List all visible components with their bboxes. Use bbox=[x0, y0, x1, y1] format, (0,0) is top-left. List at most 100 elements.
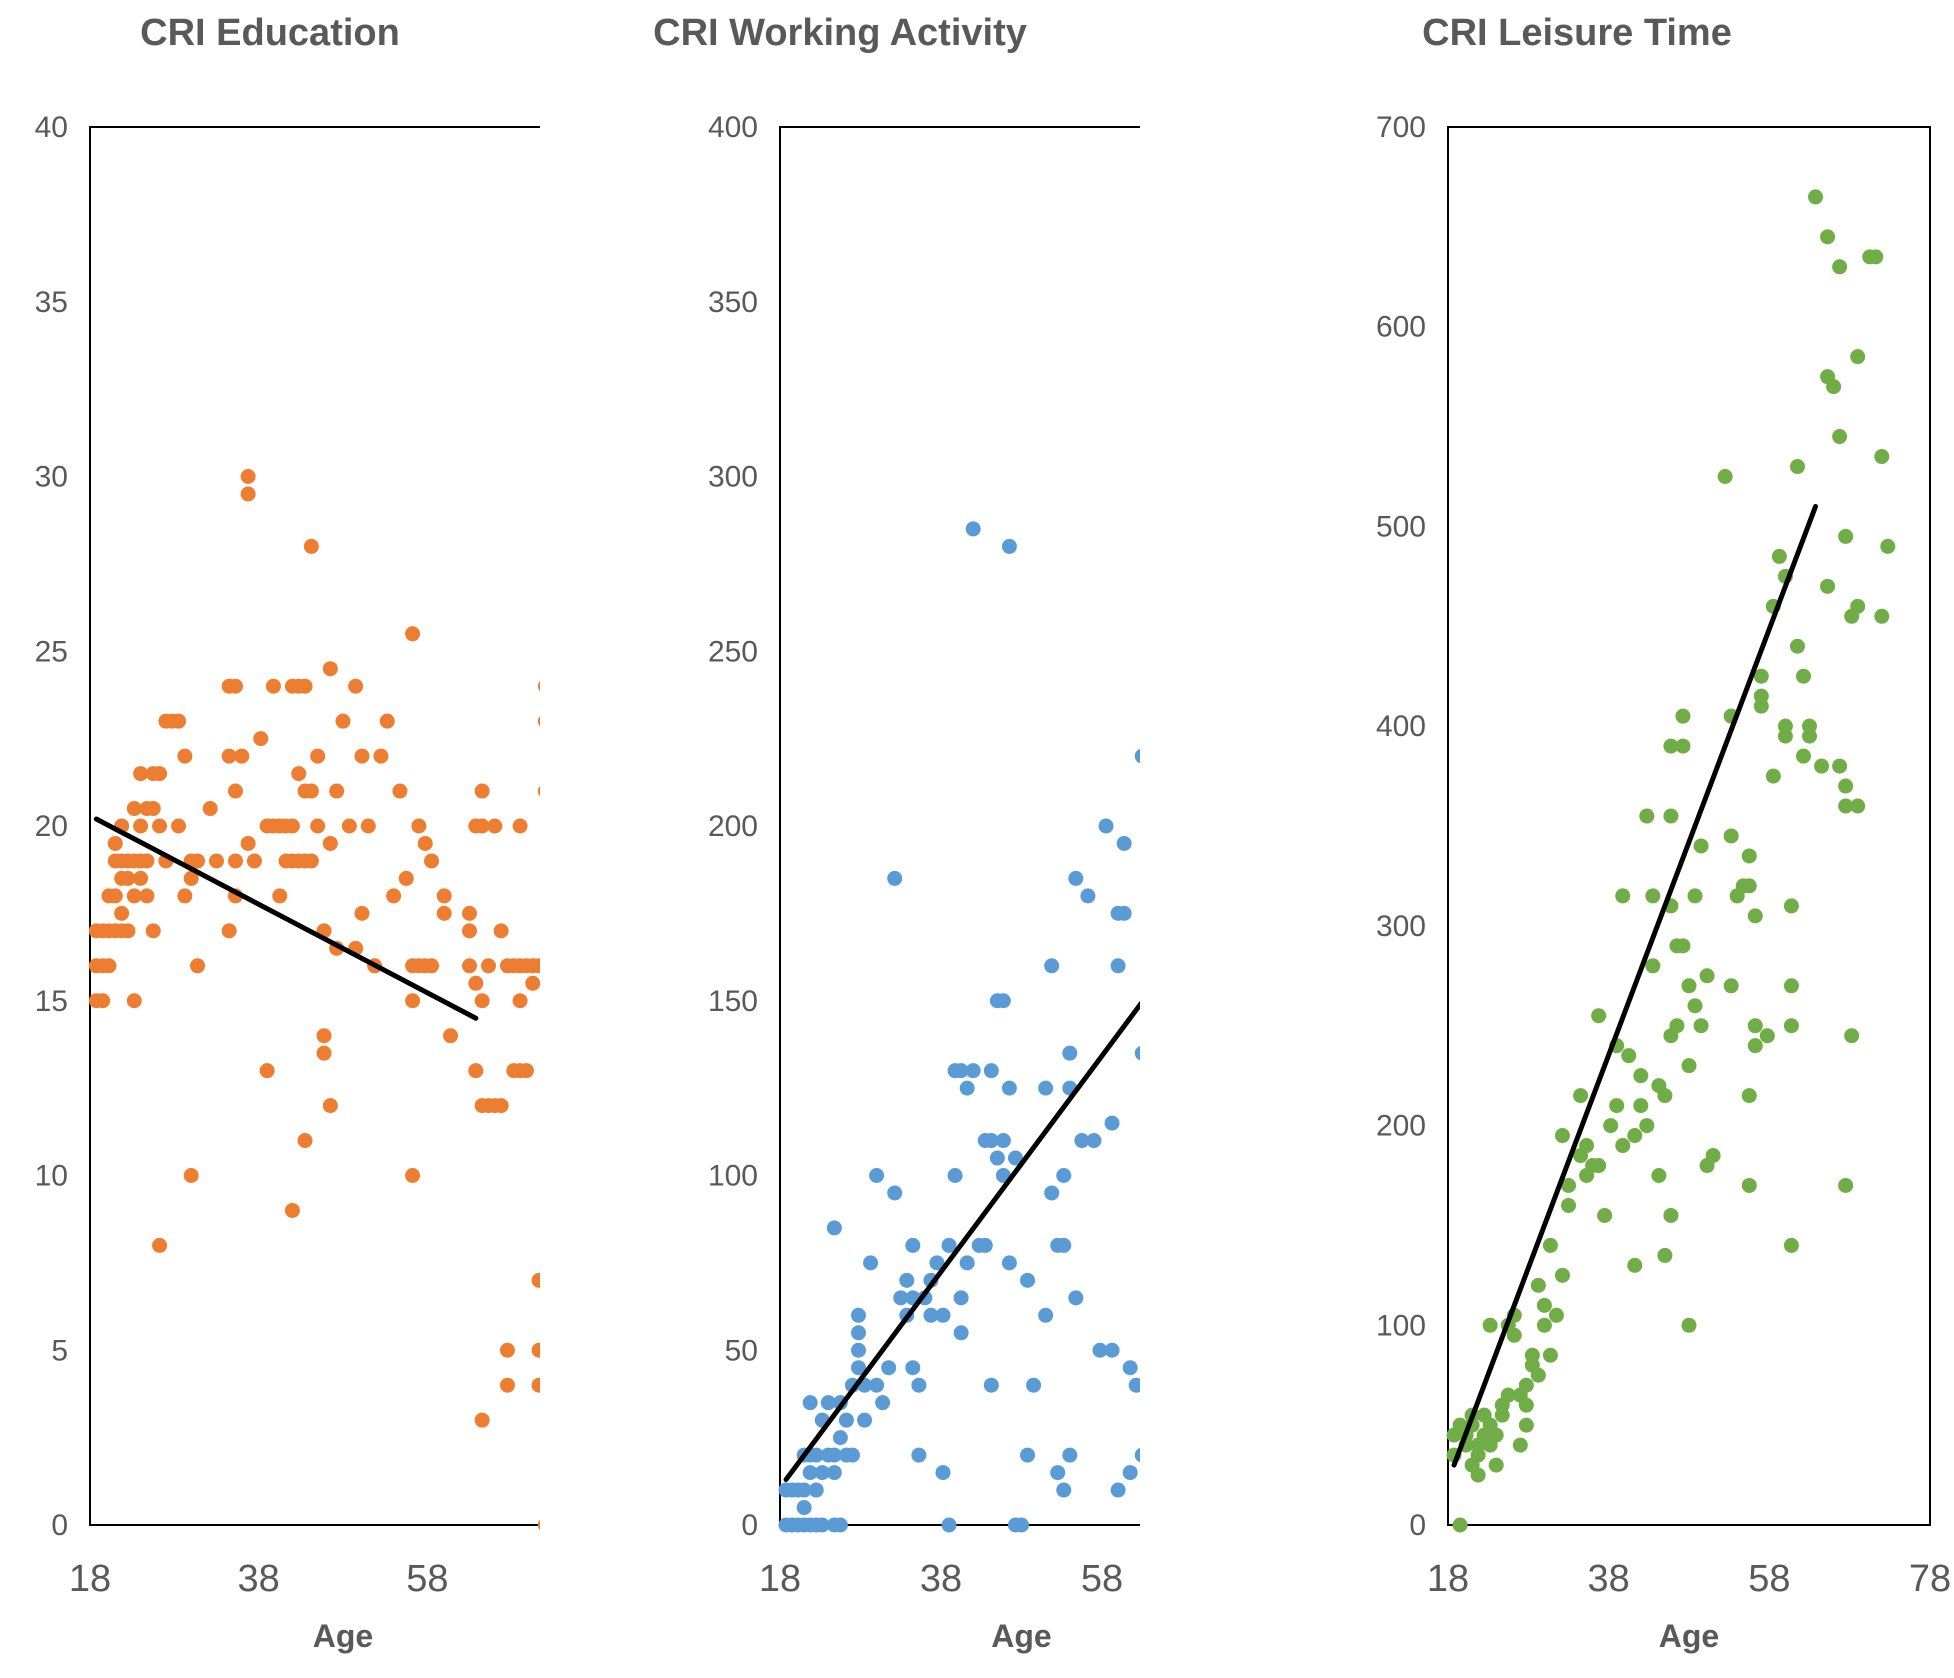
data-point bbox=[995, 1133, 1011, 1149]
data-point bbox=[1820, 578, 1836, 594]
data-point bbox=[1783, 898, 1799, 914]
data-point bbox=[1001, 538, 1017, 554]
data-point bbox=[1765, 768, 1781, 784]
data-point bbox=[1777, 718, 1793, 734]
data-point bbox=[221, 923, 237, 939]
data-point bbox=[190, 958, 206, 974]
data-point bbox=[1104, 1115, 1120, 1131]
data-point bbox=[1832, 259, 1848, 275]
data-point bbox=[386, 888, 402, 904]
y-tick-label: 300 bbox=[708, 461, 758, 494]
data-point bbox=[893, 1290, 909, 1306]
data-point bbox=[1838, 778, 1854, 794]
data-point bbox=[1669, 1018, 1685, 1034]
data-point bbox=[234, 748, 250, 764]
data-point bbox=[802, 1395, 818, 1411]
x-axis-label: Age bbox=[1659, 1618, 1719, 1654]
data-point bbox=[850, 1307, 866, 1323]
data-point bbox=[1850, 598, 1866, 614]
data-point bbox=[1627, 1128, 1643, 1144]
data-point bbox=[493, 1098, 509, 1114]
data-point bbox=[531, 1377, 540, 1393]
data-point bbox=[101, 958, 117, 974]
data-point bbox=[322, 835, 338, 851]
chart-panel-education: CRI Education 051015202530354018385878Ag… bbox=[0, 0, 540, 1678]
data-point bbox=[1068, 870, 1084, 886]
y-tick-label: 40 bbox=[35, 111, 68, 144]
data-point bbox=[1044, 958, 1060, 974]
data-point bbox=[474, 783, 490, 799]
data-point bbox=[1802, 728, 1817, 744]
data-point bbox=[1639, 808, 1655, 824]
y-tick-label: 20 bbox=[35, 810, 68, 843]
data-point bbox=[1134, 1447, 1140, 1463]
data-point bbox=[1645, 888, 1661, 904]
data-point bbox=[183, 1168, 199, 1183]
data-point bbox=[1512, 1437, 1528, 1453]
y-tick-label: 400 bbox=[708, 111, 758, 144]
data-point bbox=[947, 1168, 963, 1183]
data-point bbox=[265, 678, 281, 694]
chart-title-working-activity: CRI Working Activity bbox=[653, 12, 1027, 54]
data-point bbox=[953, 1325, 969, 1341]
y-tick-label: 50 bbox=[725, 1334, 758, 1367]
data-point bbox=[989, 1150, 1005, 1166]
data-point bbox=[1122, 1360, 1138, 1376]
data-point bbox=[1753, 698, 1769, 714]
data-point bbox=[1116, 835, 1132, 851]
data-point bbox=[493, 923, 509, 939]
data-point bbox=[965, 521, 981, 537]
x-tick-label: 38 bbox=[920, 1558, 962, 1600]
data-point bbox=[1561, 1177, 1576, 1193]
data-point bbox=[133, 766, 149, 782]
plot-area-frame bbox=[89, 126, 540, 1526]
chart-leisure-time: 0 100 200 300 400 500 600 700 18 38 58 78 Age bbox=[1376, 111, 1951, 1654]
data-point bbox=[1633, 1098, 1649, 1114]
data-point bbox=[411, 818, 427, 834]
data-point bbox=[474, 818, 490, 834]
data-point bbox=[1826, 379, 1842, 395]
y-tick-label: 300 bbox=[1376, 910, 1426, 943]
data-point bbox=[1536, 1317, 1552, 1333]
data-point bbox=[1747, 1038, 1763, 1054]
data-point bbox=[953, 1290, 969, 1306]
data-point bbox=[1723, 828, 1739, 844]
trendline bbox=[93, 816, 479, 1021]
x-tick-label: 18 bbox=[69, 1558, 111, 1600]
data-point bbox=[1554, 1128, 1570, 1144]
data-point bbox=[1874, 449, 1890, 465]
data-point bbox=[1542, 1347, 1558, 1363]
data-point bbox=[911, 1447, 927, 1463]
data-point bbox=[905, 1360, 921, 1376]
data-point bbox=[468, 975, 484, 991]
data-point bbox=[537, 960, 540, 972]
y-tick-label: 150 bbox=[708, 985, 758, 1018]
data-point bbox=[875, 1395, 891, 1411]
y-tick-label: 25 bbox=[35, 635, 68, 668]
plot-area-frame bbox=[779, 126, 1140, 1526]
data-point bbox=[227, 783, 243, 799]
y-tick-label: 200 bbox=[708, 810, 758, 843]
chart-panel-leisure-time: CRI Leisure Time 0 100 200 300 400 500 600 700 1… bbox=[1200, 0, 1954, 1678]
data-point bbox=[499, 1342, 515, 1358]
data-point bbox=[1693, 1018, 1709, 1034]
data-point bbox=[1651, 1168, 1667, 1183]
data-point bbox=[221, 748, 237, 764]
data-point bbox=[826, 1220, 842, 1236]
data-point bbox=[1681, 1058, 1697, 1074]
data-point bbox=[1056, 1482, 1072, 1498]
data-point bbox=[335, 713, 351, 729]
data-point bbox=[360, 818, 376, 834]
data-point bbox=[1675, 938, 1691, 954]
data-point bbox=[905, 1237, 921, 1253]
data-point bbox=[1500, 1387, 1516, 1403]
data-point bbox=[474, 993, 490, 1009]
data-point bbox=[1020, 1447, 1036, 1463]
data-point bbox=[1530, 1367, 1546, 1383]
y-tick-label: 400 bbox=[1376, 710, 1426, 743]
data-point bbox=[246, 853, 262, 869]
data-point bbox=[965, 1063, 981, 1079]
data-point bbox=[1536, 1297, 1552, 1313]
data-point bbox=[417, 835, 433, 851]
data-point bbox=[139, 888, 155, 904]
